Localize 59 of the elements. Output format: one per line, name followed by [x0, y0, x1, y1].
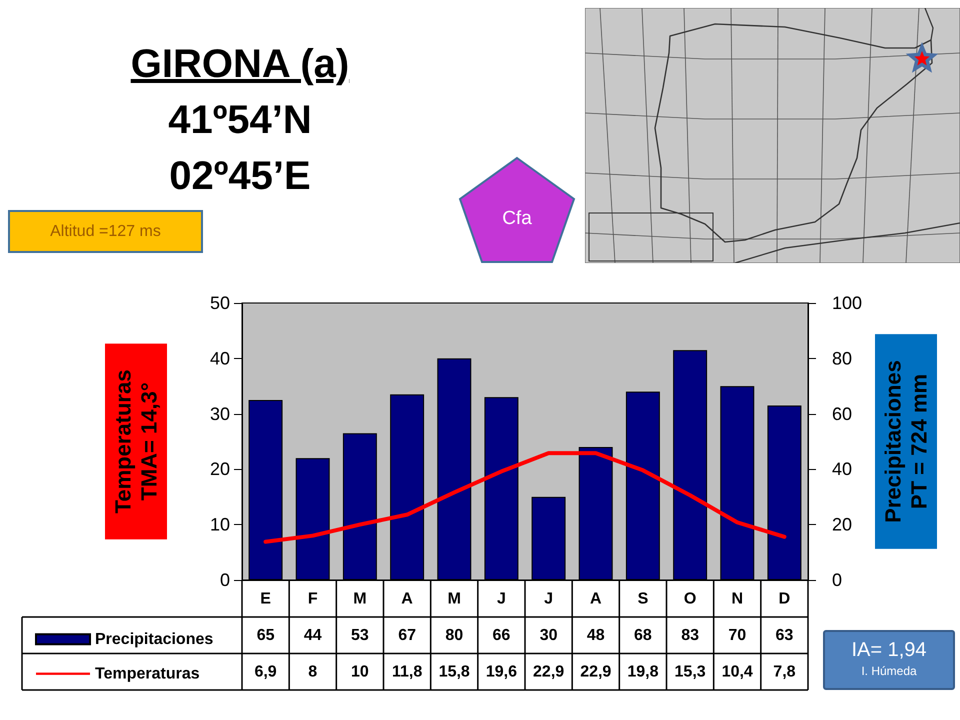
data-label: 6,9	[254, 663, 277, 680]
y2-tick-label: 0	[832, 570, 842, 590]
y-axis-title: Temperaturas TMA= 14,3°	[110, 370, 162, 514]
data-label: 19,8	[627, 663, 659, 680]
x-tick-label: M	[448, 590, 461, 608]
y2-axis-title: Precipitaciones PT = 724 mm	[880, 360, 932, 523]
legend-label: Temperaturas	[95, 665, 200, 682]
text: IA= 1,94	[850, 638, 928, 662]
chart-subtitle: 41º54’N 02º45’E	[167, 97, 313, 200]
x-tick-label: N	[731, 590, 744, 608]
y2-tick-label: 60	[832, 404, 852, 424]
data-label: 80	[445, 626, 464, 644]
data-label: 30	[540, 626, 558, 644]
x-tick-label: A	[590, 590, 602, 608]
y-tick-label: 40	[210, 348, 230, 368]
data-label: 15,8	[438, 663, 470, 680]
data-label: 48	[586, 626, 605, 644]
x-tick-label: J	[544, 590, 554, 608]
y-tick-label: 0	[220, 570, 230, 590]
y-tick-label: 20	[210, 459, 230, 480]
x-tick-label: M	[353, 590, 367, 608]
data-label: 22,9	[533, 663, 564, 680]
x-tick-label: E	[260, 590, 272, 608]
data-label: 66	[492, 626, 510, 644]
data-label: 10,4	[722, 663, 753, 680]
y-tick-label: 10	[210, 514, 230, 535]
data-label: 7,8	[773, 663, 796, 680]
x-tick-label: F	[308, 590, 318, 608]
data-label: 15,3	[674, 663, 706, 680]
data-label: 67	[398, 626, 416, 644]
data-label: 11,8	[392, 663, 422, 680]
data-label: 83	[681, 626, 700, 644]
x-tick-label: O	[684, 590, 696, 608]
data-label: 19,6	[486, 663, 518, 680]
line-series	[264, 451, 786, 544]
data-label: 63	[776, 626, 794, 644]
data-label: 8	[308, 663, 318, 680]
data-label: 22,9	[580, 663, 612, 680]
legend-label: Precipitaciones	[95, 630, 214, 648]
y2-tick-label: 100	[832, 293, 862, 313]
y2-tick-label: 20	[832, 514, 852, 535]
text: Altitud =127 ms	[50, 222, 161, 240]
data-label: 70	[728, 626, 746, 644]
x-tick-label: D	[778, 590, 790, 608]
chart-title: GIRONA (a)	[130, 41, 350, 88]
y-tick-label: 30	[210, 404, 230, 424]
y-tick-label: 50	[210, 293, 230, 313]
text: I. Húmeda	[860, 663, 918, 680]
data-label: 10	[351, 663, 369, 680]
x-tick-label: A	[401, 590, 414, 608]
text: Cfa	[501, 208, 533, 230]
y2-tick-label: 80	[832, 348, 852, 368]
data-label: 65	[256, 626, 275, 644]
data-label: 68	[634, 626, 652, 644]
data-label: 44	[304, 626, 322, 644]
x-tick-label: S	[638, 590, 649, 608]
y2-tick-label: 40	[832, 459, 852, 480]
x-tick-label: J	[496, 590, 506, 608]
data-label: 53	[351, 626, 369, 644]
